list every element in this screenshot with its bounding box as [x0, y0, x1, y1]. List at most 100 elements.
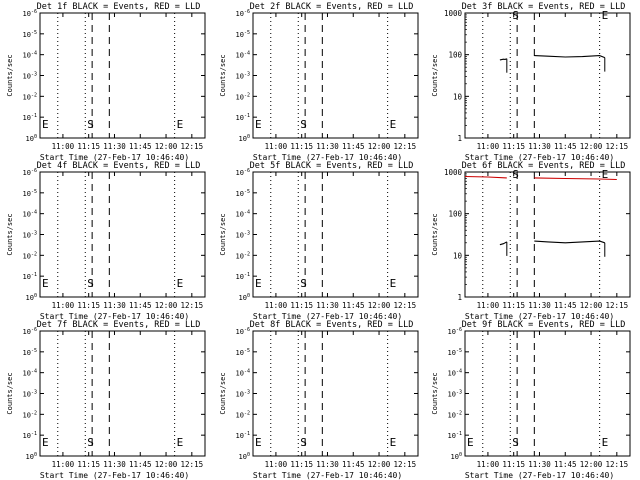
y-tick-label: 10-1	[23, 272, 37, 281]
y-tick-label: 10-3	[23, 72, 37, 81]
end-marker: E	[390, 436, 397, 449]
x-tick-label: 11:00	[265, 460, 288, 469]
start-marker: S	[300, 436, 307, 449]
y-tick-label: 10-2	[23, 92, 37, 101]
start-marker: S	[512, 168, 519, 181]
y-tick-label: 10-6	[236, 168, 250, 177]
y-tick-label: 100	[448, 51, 462, 60]
y-axis-label: Counts/sec	[431, 54, 439, 96]
y-tick-label: 100	[239, 452, 250, 461]
x-tick-label: 12:00	[155, 142, 178, 151]
end-marker: E	[177, 436, 184, 449]
y-tick-label: 10-2	[236, 251, 250, 260]
panel-det-2f: Det 2f BLACK = Events, RED = LLD 100 10-1 1…	[219, 2, 419, 162]
y-tick-label: 10-3	[236, 231, 250, 240]
y-tick-label: 1	[457, 293, 462, 302]
panel-title: Det 7f BLACK = Events, RED = LLD	[37, 320, 201, 330]
x-tick-label: 11:30	[103, 301, 126, 310]
x-tick-label: 12:15	[181, 460, 204, 469]
y-tick-label: 10-4	[23, 210, 37, 219]
x-tick-label: 11:00	[52, 460, 75, 469]
start-marker: S	[87, 118, 94, 131]
y-tick-label: 10-5	[236, 189, 250, 198]
panel-det-9f: Det 9f BLACK = Events, RED = LLD 100 10-1 1…	[431, 320, 631, 480]
x-tick-label: 11:15	[502, 301, 525, 310]
y-tick-label: 10-3	[23, 390, 37, 399]
x-axis-label: Start Time (27-Feb-17 10:46:40)	[253, 312, 402, 321]
y-axis-label: Counts/sec	[6, 54, 14, 96]
y-tick-label: 10-6	[23, 9, 37, 18]
x-axis-label: Start Time (27-Feb-17 10:46:40)	[40, 471, 189, 480]
y-axis-label: Counts/sec	[431, 213, 439, 255]
x-tick-label: 11:30	[103, 460, 126, 469]
plot-frame	[464, 171, 631, 298]
y-axis-label: Counts/sec	[431, 372, 439, 414]
x-tick-label: 11:15	[290, 301, 313, 310]
panel-det-3f: Det 3f BLACK = Events, RED = LLD 1 10 100 10…	[431, 2, 631, 162]
y-tick-label: 10-4	[236, 210, 250, 219]
start-marker: S	[512, 9, 519, 22]
x-tick-label: 11:30	[316, 460, 339, 469]
x-tick-label: 12:00	[368, 301, 391, 310]
events-series-line	[534, 55, 605, 59]
y-tick-label: 10-1	[23, 113, 37, 122]
y-tick-label: 10-5	[23, 348, 37, 357]
x-tick-label: 11:15	[502, 460, 525, 469]
start-marker: S	[87, 436, 94, 449]
start-marker: S	[300, 277, 307, 290]
x-axis-label: Start Time (27-Feb-17 10:46:40)	[465, 471, 614, 480]
x-tick-label: 11:00	[52, 142, 75, 151]
panel-det-6f: Det 6f BLACK = Events, RED = LLD 1 10 100 10…	[431, 161, 631, 321]
panel-title: Det 9f BLACK = Events, RED = LLD	[462, 320, 626, 330]
x-tick-label: 12:00	[368, 142, 391, 151]
x-tick-label: 12:00	[580, 142, 603, 151]
x-axis-label: Start Time (27-Feb-17 10:46:40)	[465, 312, 614, 321]
panel-det-4f: Det 4f BLACK = Events, RED = LLD 100 10-1 1…	[6, 161, 206, 321]
x-tick-label: 12:15	[394, 142, 417, 151]
y-tick-label: 10-5	[236, 30, 250, 39]
y-tick-label: 10-1	[23, 431, 37, 440]
begin-marker: E	[42, 436, 49, 449]
y-tick-label: 10-1	[448, 431, 462, 440]
panel-det-7f: Det 7f BLACK = Events, RED = LLD 100 10-1 1…	[6, 320, 206, 480]
y-tick-label: 100	[26, 293, 37, 302]
x-tick-label: 11:15	[77, 460, 100, 469]
start-marker: S	[300, 118, 307, 131]
y-tick-label: 10-1	[236, 431, 250, 440]
x-tick-label: 11:45	[129, 142, 152, 151]
x-tick-label: 12:00	[368, 460, 391, 469]
x-tick-label: 11:00	[265, 142, 288, 151]
lld-series-line	[464, 175, 507, 179]
x-axis-label: Start Time (27-Feb-17 10:46:40)	[40, 312, 189, 321]
y-axis-label: Counts/sec	[6, 372, 14, 414]
x-tick-label: 12:15	[181, 301, 204, 310]
y-tick-label: 100	[26, 452, 37, 461]
x-tick-label: 11:45	[554, 142, 577, 151]
y-tick-label: 100	[239, 293, 250, 302]
x-tick-label: 11:45	[342, 142, 365, 151]
x-tick-label: 11:30	[316, 142, 339, 151]
x-tick-label: 11:15	[77, 142, 100, 151]
end-marker: E	[602, 436, 609, 449]
x-tick-label: 12:00	[580, 460, 603, 469]
lld-series-line	[534, 177, 617, 181]
x-tick-label: 12:15	[394, 301, 417, 310]
x-tick-label: 12:15	[606, 142, 629, 151]
y-tick-label: 10-1	[236, 113, 250, 122]
x-tick-label: 12:15	[606, 460, 629, 469]
events-series-line	[534, 240, 605, 244]
x-tick-label: 11:15	[77, 301, 100, 310]
begin-marker: E	[255, 277, 262, 290]
start-marker: S	[87, 277, 94, 290]
x-axis-label: Start Time (27-Feb-17 10:46:40)	[253, 153, 402, 162]
x-tick-label: 12:00	[155, 460, 178, 469]
x-tick-label: 11:30	[528, 301, 551, 310]
panel-title: Det 2f BLACK = Events, RED = LLD	[250, 2, 414, 12]
start-marker: S	[512, 436, 519, 449]
y-tick-label: 10-5	[23, 30, 37, 39]
panel-det-8f: Det 8f BLACK = Events, RED = LLD 100 10-1 1…	[219, 320, 419, 480]
y-tick-label: 1000	[444, 168, 463, 177]
y-axis-label: Counts/sec	[219, 213, 227, 255]
x-tick-label: 12:00	[155, 301, 178, 310]
events-series-line	[499, 58, 508, 61]
